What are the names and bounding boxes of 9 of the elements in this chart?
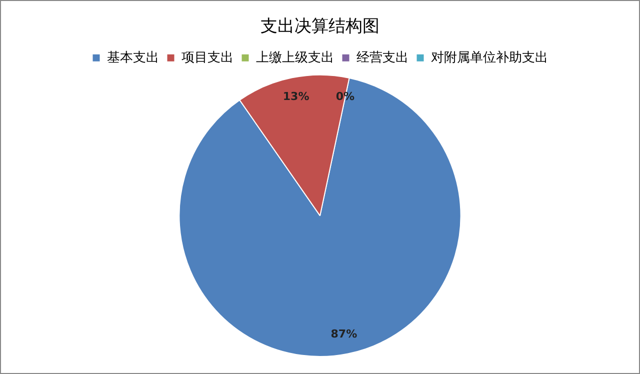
chart-title: 支出决算结构图 <box>260 16 380 37</box>
legend-label: 基本支出 <box>106 50 159 66</box>
legend-label: 对附属单位补助支出 <box>430 50 548 66</box>
legend-label: 上缴上级支出 <box>256 50 334 66</box>
data-label: 13% <box>282 90 310 103</box>
text: 0% <box>336 90 355 104</box>
data-label: 87% <box>330 327 358 340</box>
legend-label: 经营支出 <box>356 50 408 66</box>
legend-label: 项目支出 <box>181 50 234 66</box>
